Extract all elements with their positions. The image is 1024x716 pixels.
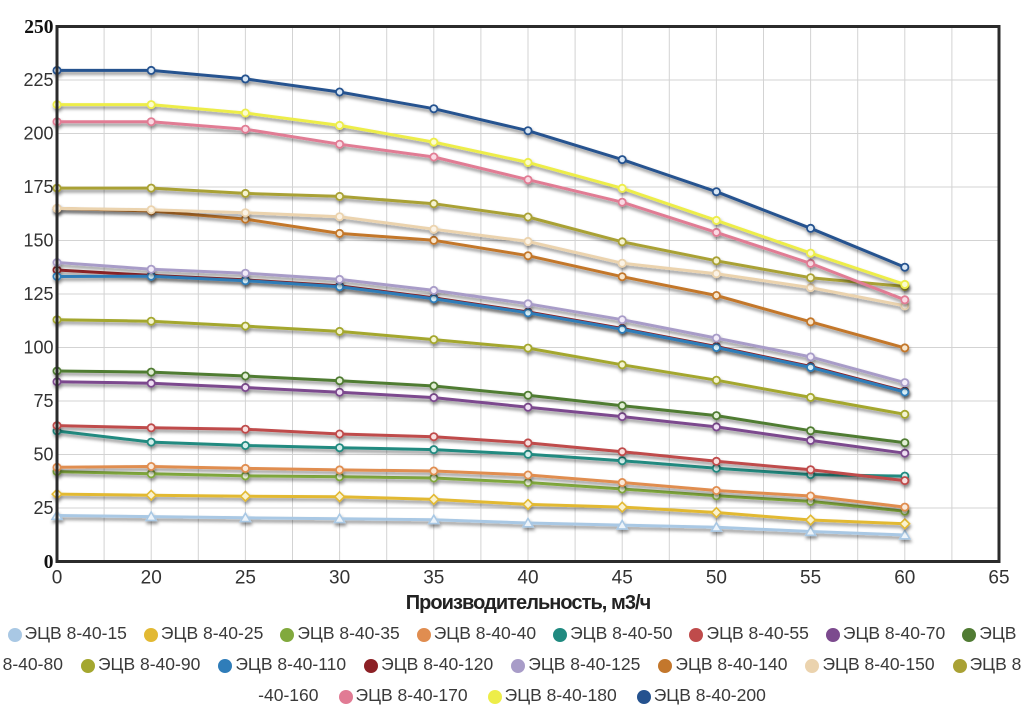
svg-text:250: 250 (24, 17, 53, 38)
svg-text:60: 60 (894, 568, 915, 589)
svg-text:100: 100 (23, 338, 53, 358)
svg-text:200: 200 (23, 124, 53, 144)
svg-text:50: 50 (33, 445, 53, 465)
svg-text:20: 20 (141, 568, 162, 589)
svg-text:30: 30 (329, 568, 350, 589)
svg-text:Производительность, м3/ч: Производительность, м3/ч (406, 592, 651, 614)
svg-text:175: 175 (23, 177, 53, 197)
svg-text:225: 225 (23, 70, 53, 90)
svg-text:65: 65 (988, 568, 1009, 589)
svg-text:0: 0 (44, 552, 54, 573)
svg-text:150: 150 (23, 231, 53, 251)
svg-text:55: 55 (800, 568, 821, 589)
svg-text:35: 35 (423, 568, 444, 589)
svg-text:0: 0 (52, 568, 63, 589)
svg-text:75: 75 (33, 391, 53, 411)
svg-text:40: 40 (517, 568, 538, 589)
svg-text:25: 25 (235, 568, 256, 589)
svg-text:125: 125 (23, 284, 53, 304)
svg-text:25: 25 (33, 498, 53, 518)
svg-text:45: 45 (612, 568, 633, 589)
svg-text:50: 50 (706, 568, 727, 589)
